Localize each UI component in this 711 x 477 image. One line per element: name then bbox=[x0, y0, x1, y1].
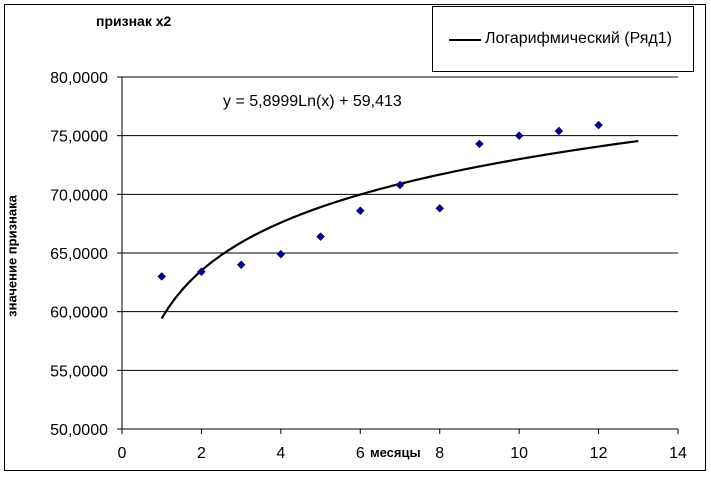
trendline-path bbox=[160, 139, 639, 320]
x-tick-label: 12 bbox=[590, 445, 608, 462]
data-point bbox=[355, 206, 365, 216]
x-tick-label: 4 bbox=[276, 445, 285, 462]
legend-trendline-swatch bbox=[449, 39, 481, 41]
x-tick-label: 2 bbox=[197, 445, 206, 462]
legend-trendline-label: Логарифмический (Ряд1) bbox=[485, 30, 672, 47]
trend-equation: y = 5,8999Ln(x) + 59,413 bbox=[223, 93, 402, 110]
chart-frame bbox=[4, 4, 706, 471]
data-point bbox=[395, 180, 405, 190]
chart-legend: Логарифмический (Ряд1) bbox=[432, 6, 694, 72]
chart-title: признак x2 bbox=[96, 13, 172, 29]
data-point bbox=[594, 120, 603, 130]
x-tick-label: 10 bbox=[510, 445, 528, 462]
y-tick-label: 60,0000 bbox=[50, 305, 108, 322]
x-axis-label: месяцы bbox=[370, 445, 421, 460]
x-tick-label: 8 bbox=[435, 445, 444, 462]
y-axis-label: значение признака bbox=[4, 195, 20, 317]
y-tick-label: 50,0000 bbox=[50, 422, 108, 439]
y-tick-label: 65,0000 bbox=[50, 246, 108, 263]
data-point bbox=[276, 249, 286, 259]
data-point bbox=[435, 204, 445, 213]
data-point bbox=[316, 232, 325, 241]
data-point bbox=[514, 131, 524, 141]
x-tick-label: 14 bbox=[669, 445, 687, 462]
y-tick-label: 55,0000 bbox=[50, 363, 108, 380]
data-point bbox=[197, 267, 206, 277]
y-tick-label: 75,0000 bbox=[50, 129, 108, 146]
x-tick-label: 0 bbox=[118, 445, 127, 462]
y-tick-label: 80,0000 bbox=[50, 70, 108, 87]
data-point bbox=[475, 139, 484, 149]
x-tick-label: 6 bbox=[356, 445, 365, 462]
y-tick-label: 70,0000 bbox=[50, 187, 108, 204]
data-point bbox=[236, 260, 246, 270]
data-point bbox=[157, 272, 167, 281]
data-point bbox=[554, 126, 564, 136]
